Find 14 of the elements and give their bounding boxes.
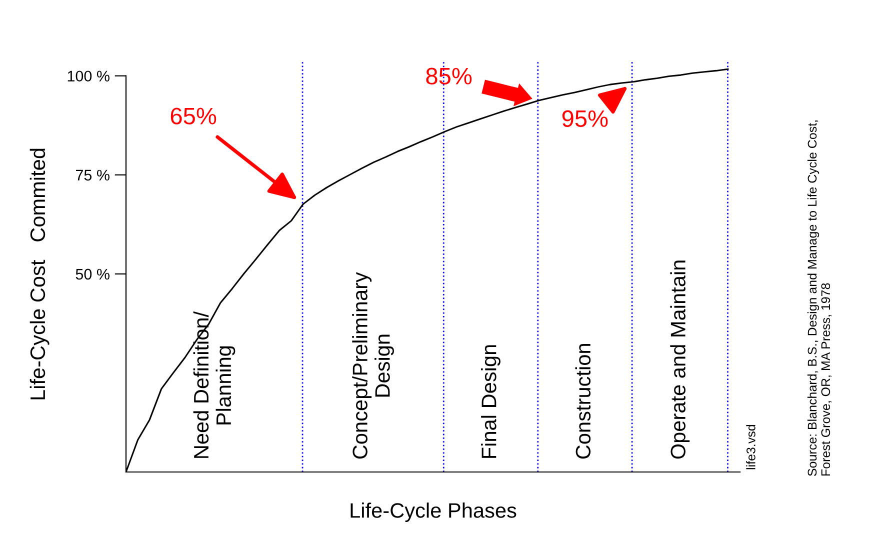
y-tick-label: 75 %	[76, 170, 110, 181]
text: life3.vsd	[746, 424, 756, 470]
annotation: Concept/Preliminary Design	[352, 272, 394, 459]
annotation: Operate and Maintain	[670, 260, 690, 459]
annotation: 85%	[426, 68, 472, 85]
y-axis-title: Life-Cycle Cost Commited	[30, 148, 50, 400]
annotation: Construction	[575, 344, 591, 459]
y-tick-label: 100 %	[68, 70, 110, 82]
annotation: Need Definition/ Planning	[193, 311, 236, 458]
annotation: Final Design	[481, 345, 500, 458]
y-tick-label: 50 %	[76, 268, 110, 280]
annotation: 65%	[170, 108, 216, 124]
x-axis-title: Life-Cycle Phases	[350, 502, 516, 522]
annotation: 95%	[562, 110, 608, 128]
